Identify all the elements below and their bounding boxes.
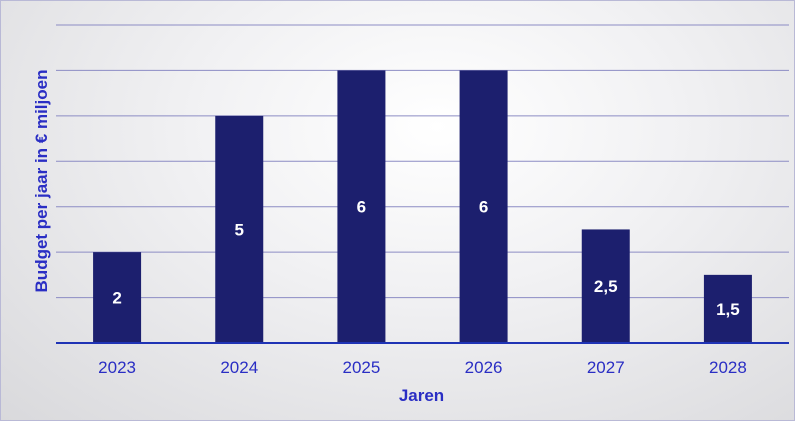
bar-2027 xyxy=(581,229,630,343)
x-tick-label-2027: 2027 xyxy=(587,358,625,377)
x-tick-label-2023: 2023 xyxy=(98,358,136,377)
bar-2028 xyxy=(703,274,752,343)
gridlines xyxy=(56,24,789,299)
bar-2024 xyxy=(215,115,264,343)
data-label-2023: 2 xyxy=(112,289,121,308)
bar-2025 xyxy=(337,70,386,343)
y-axis-title: Budget per jaar in € miljoen xyxy=(32,70,51,293)
bar-2026 xyxy=(459,70,508,343)
x-tick-label-2024: 2024 xyxy=(220,358,258,377)
data-label-2024: 5 xyxy=(235,220,244,239)
data-label-2028: 1,5 xyxy=(716,300,740,319)
x-tick-labels: 2023 2024 2025 2026 2027 2028 xyxy=(98,358,747,377)
x-tick-label-2028: 2028 xyxy=(709,358,747,377)
data-label-2026: 6 xyxy=(479,198,488,217)
x-axis-title: Jaren xyxy=(399,386,444,405)
bars: 2 5 6 6 2,5 1,5 xyxy=(93,70,752,343)
data-label-2027: 2,5 xyxy=(594,277,618,296)
bar-2023 xyxy=(93,252,142,343)
x-tick-label-2025: 2025 xyxy=(343,358,381,377)
x-tick-label-2026: 2026 xyxy=(465,358,503,377)
data-label-2025: 6 xyxy=(357,198,366,217)
